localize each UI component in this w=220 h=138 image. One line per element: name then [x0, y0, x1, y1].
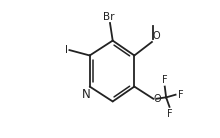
Text: O: O	[153, 31, 160, 41]
Text: I: I	[64, 45, 68, 55]
Text: N: N	[82, 87, 91, 100]
Text: O: O	[154, 94, 161, 104]
Text: Br: Br	[103, 12, 114, 22]
Text: F: F	[178, 90, 183, 100]
Text: F: F	[167, 109, 172, 119]
Text: F: F	[162, 75, 168, 85]
